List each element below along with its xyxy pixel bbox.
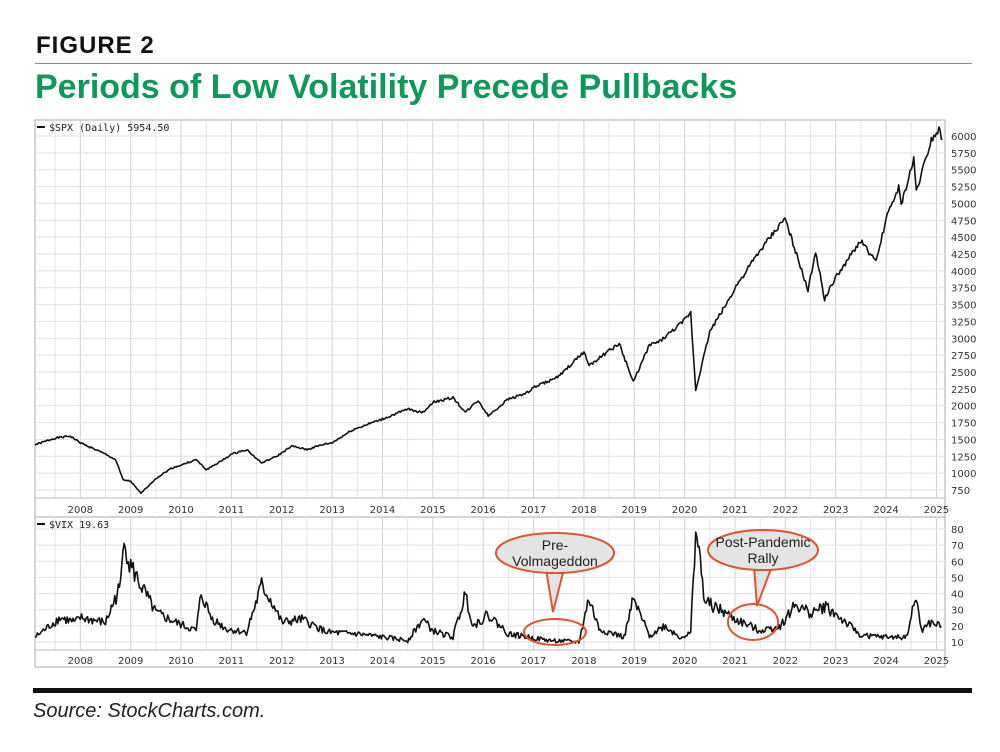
y-tick-label: 30 xyxy=(951,606,964,617)
y-tick-label: 5250 xyxy=(951,183,976,194)
y-tick-label: 1250 xyxy=(951,452,976,463)
y-tick-label: 5750 xyxy=(951,149,976,160)
y-tick-label: 4750 xyxy=(951,216,976,227)
x-tick-label: 2009 xyxy=(118,656,143,667)
highlight-ellipse xyxy=(523,618,587,646)
x-tick-label: 2016 xyxy=(470,656,495,667)
x-tick-label: 2013 xyxy=(319,505,344,516)
figure-title: Periods of Low Volatility Precede Pullba… xyxy=(35,68,738,106)
y-tick-label: 2750 xyxy=(951,351,976,362)
x-tick-label: 2017 xyxy=(521,656,546,667)
y-tick-label: 2250 xyxy=(951,385,976,396)
y-tick-label: 4000 xyxy=(951,267,976,278)
x-tick-label: 2024 xyxy=(873,656,898,667)
x-tick-label: 2023 xyxy=(823,656,848,667)
x-tick-label: 2017 xyxy=(521,505,546,516)
vix-panel: 10 20 30 40 50 60 70 80 2008 2009 2010 2011 2012 2013… xyxy=(34,516,964,668)
callout-text: Rally xyxy=(747,550,778,566)
x-tick-label: 2023 xyxy=(823,505,848,516)
x-tick-label: 2013 xyxy=(319,656,344,667)
y-tick-label: 3750 xyxy=(951,284,976,295)
x-tick-label: 2022 xyxy=(773,505,798,516)
x-tick-label: 2012 xyxy=(269,656,294,667)
x-tick-label: 2019 xyxy=(622,505,647,516)
y-tick-label: 10 xyxy=(951,638,964,649)
x-tick-label: 2021 xyxy=(722,656,747,667)
callout-pointer xyxy=(545,568,565,613)
header-divider xyxy=(35,63,972,64)
y-tick-label: 1500 xyxy=(951,435,976,446)
y-tick-label: 60 xyxy=(951,557,964,568)
x-tick-label: 2012 xyxy=(269,505,294,516)
y-tick-label: 6000 xyxy=(951,132,976,143)
source-note: Source: StockCharts.com. xyxy=(33,700,266,722)
legend-label: $SPX (Daily) 5954.50 xyxy=(49,123,169,134)
x-tick-label: 2008 xyxy=(68,505,93,516)
y-tick-label: 50 xyxy=(951,573,964,584)
x-tick-label: 2018 xyxy=(571,505,596,516)
legend-label: $VIX 19.63 xyxy=(49,520,109,531)
y-tick-label: 3500 xyxy=(951,301,976,312)
legend-swatch xyxy=(37,126,45,128)
plot-frame xyxy=(34,119,946,518)
y-tick-label: 2500 xyxy=(951,368,976,379)
highlight-ellipse xyxy=(727,603,779,641)
x-tick-label: 2025 xyxy=(924,505,949,516)
callout-text: Volmageddon xyxy=(512,553,598,569)
x-tick-label: 2025 xyxy=(924,656,949,667)
vix-line xyxy=(34,531,942,644)
y-tick-label: 5500 xyxy=(951,166,976,177)
x-tick-label: 2011 xyxy=(219,656,244,667)
x-tick-label: 2010 xyxy=(168,656,193,667)
y-tick-label: 750 xyxy=(951,486,970,497)
footer-divider xyxy=(33,688,972,693)
x-tick-label: 2015 xyxy=(420,505,445,516)
y-tick-label: 3000 xyxy=(951,334,976,345)
legend-swatch xyxy=(37,523,45,525)
callout-text: Post-Pandemic xyxy=(716,534,811,550)
x-tick-label: 2022 xyxy=(773,656,798,667)
y-tick-label: 4250 xyxy=(951,250,976,261)
x-tick-label: 2009 xyxy=(118,505,143,516)
y-tick-label: 1000 xyxy=(951,469,976,480)
x-tick-label: 2018 xyxy=(571,656,596,667)
x-tick-label: 2021 xyxy=(722,505,747,516)
x-tick-label: 2010 xyxy=(168,505,193,516)
y-tick-label: 40 xyxy=(951,590,964,601)
figure-label: FIGURE 2 xyxy=(36,32,155,59)
y-tick-label: 1750 xyxy=(951,419,976,430)
y-tick-label: 20 xyxy=(951,622,964,633)
x-tick-label: 2024 xyxy=(873,505,898,516)
annotation-callout: Pre-Volmageddon xyxy=(495,532,615,646)
y-tick-label: 5000 xyxy=(951,199,976,210)
x-tick-label: 2014 xyxy=(370,656,395,667)
x-tick-label: 2015 xyxy=(420,656,445,667)
y-tick-label: 4500 xyxy=(951,233,976,244)
callout-text: Pre- xyxy=(542,537,569,553)
x-tick-label: 2019 xyxy=(622,656,647,667)
y-tick-label: 70 xyxy=(951,541,964,552)
callout-bubble xyxy=(707,529,819,571)
y-tick-label: 2000 xyxy=(951,402,976,413)
y-tick-label: 80 xyxy=(951,525,964,536)
callout-bubble xyxy=(495,532,615,574)
x-tick-label: 2020 xyxy=(672,505,697,516)
x-tick-label: 2016 xyxy=(470,505,495,516)
x-tick-label: 2008 xyxy=(68,656,93,667)
spx-line xyxy=(34,126,943,494)
x-tick-label: 2014 xyxy=(370,505,395,516)
spx-panel: 750 1000 1250 1500 1750 2000 2250 2500 2750 3000 3… xyxy=(34,119,976,518)
x-tick-label: 2011 xyxy=(219,505,244,516)
y-tick-label: 3250 xyxy=(951,317,976,328)
x-tick-label: 2020 xyxy=(672,656,697,667)
callout-pointer xyxy=(753,565,773,607)
